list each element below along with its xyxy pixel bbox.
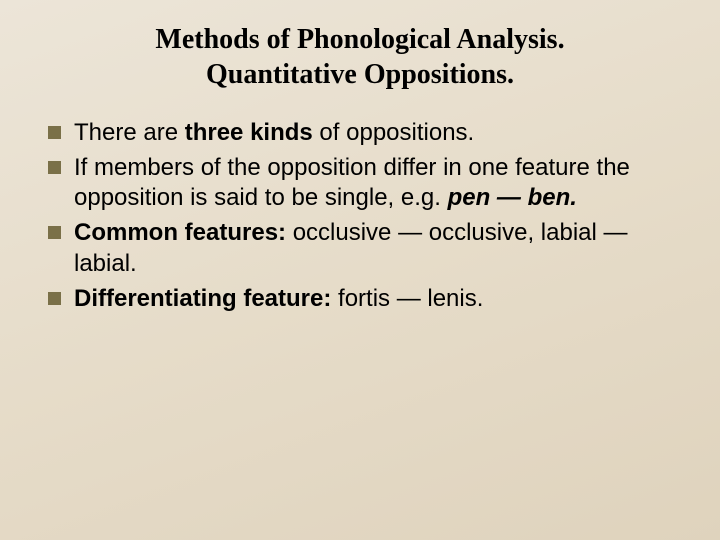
bullet-bold-lead: Differentiating feature: xyxy=(74,285,331,312)
bullet-item: If members of the opposition differ in o… xyxy=(46,153,674,214)
bullet-bold: three kinds xyxy=(185,119,313,146)
title-line-2: Quantitative Oppositions. xyxy=(206,59,514,90)
bullet-list: There are three kinds of oppositions. If… xyxy=(46,118,674,314)
slide: Methods of Phonological Analysis. Quanti… xyxy=(0,0,720,540)
bullet-bold-italic: pen — ben. xyxy=(448,184,577,211)
bullet-bold-lead: Common features: xyxy=(74,219,286,246)
slide-title: Methods of Phonological Analysis. Quanti… xyxy=(46,22,674,92)
title-line-1: Methods of Phonological Analysis. xyxy=(155,24,564,55)
bullet-item: There are three kinds of oppositions. xyxy=(46,118,674,149)
bullet-text: There are xyxy=(74,119,185,146)
bullet-item: Differentiating feature: fortis — lenis. xyxy=(46,284,674,315)
bullet-text: of oppositions. xyxy=(313,119,474,146)
bullet-text: fortis — lenis. xyxy=(331,285,483,312)
bullet-item: Common features: occlusive — occlusive, … xyxy=(46,218,674,279)
